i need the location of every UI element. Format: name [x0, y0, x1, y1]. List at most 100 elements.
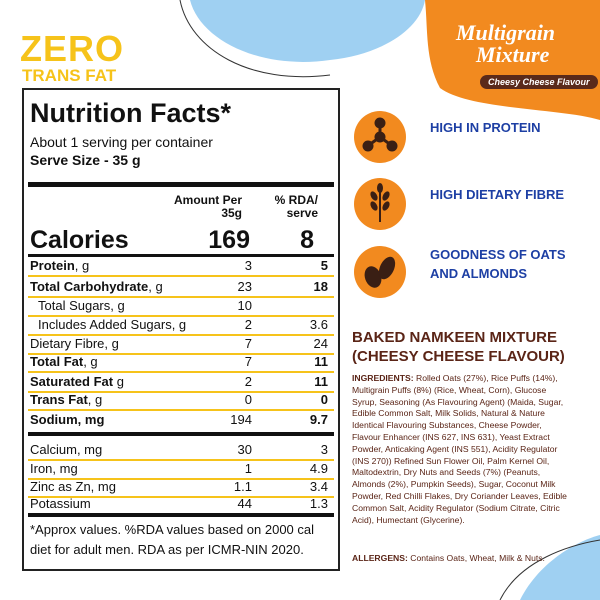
nutrient-rda: 11: [314, 374, 328, 389]
rule: [28, 296, 334, 298]
rule: [28, 459, 334, 461]
nutrient-name: Saturated Fat g: [30, 374, 124, 389]
feature: HIGH IN PROTEIN: [430, 120, 541, 135]
allergens-text: Contains Oats, Wheat, Milk & Nuts.: [410, 553, 545, 563]
rule: [28, 182, 334, 187]
nutrient-rda: 5: [320, 258, 328, 273]
nutrient-amount: 1: [244, 461, 252, 476]
brand-line: Multigrain: [456, 20, 556, 45]
nutrient-label: Zinc as Zn, mg: [30, 479, 116, 494]
nutrient-rda: 3: [320, 442, 328, 457]
rule: [28, 478, 334, 480]
rule: [28, 391, 334, 393]
brand-line: Mixture: [476, 42, 550, 67]
nutrient-rda: 11: [314, 354, 328, 369]
nutrient-name: Calories: [30, 226, 129, 255]
nutrient-rda: 3.6: [309, 317, 328, 332]
nutrient-rda: 24: [313, 336, 328, 351]
feature: GOODNESS OF OATS AND ALMONDS: [430, 247, 566, 281]
nutrient-amount: 2: [244, 317, 252, 332]
allergens-label: ALLERGENS:: [352, 553, 408, 563]
product-name: BAKED NAMKEEN MIXTURE (CHEESY CHEESE FLA…: [352, 329, 565, 365]
nutrient-rda: 8: [300, 226, 314, 254]
nutrient-amount: 194: [230, 412, 252, 427]
nutrient-label: Iron, mg: [30, 461, 78, 476]
nutrient-amount: 7: [244, 336, 252, 351]
panel-title: Nutrition Facts*: [30, 98, 232, 128]
blue-blob: [520, 535, 600, 600]
nutrient-label: Saturated Fat: [30, 374, 114, 389]
protein-icon: [362, 117, 398, 152]
nutrient-rda: 4.9: [309, 461, 328, 476]
nutrient-name: Iron, mg: [30, 461, 78, 476]
rule: [28, 315, 334, 317]
nutrient-unit: , g: [83, 354, 98, 369]
nutrient-label: Protein: [30, 258, 75, 273]
nutrient-unit: , g: [148, 279, 163, 294]
nutrient-amount: 3: [244, 258, 252, 273]
nutrient-label: Calories: [30, 226, 129, 254]
nutrient-rda: 9.7: [309, 412, 328, 427]
nutrient-unit: , g: [87, 392, 103, 407]
serve-size: Serve Size - 35 g: [30, 152, 141, 168]
rule: [28, 496, 334, 498]
brand-flavour: Cheesy Cheese Flavour: [480, 75, 598, 89]
nutrient-label: Calcium, mg: [30, 442, 103, 457]
nutrient-name: Zinc as Zn, mg: [30, 479, 116, 494]
nutrient-label: Potassium: [30, 496, 91, 511]
nutrient-label: Total Sugars, g: [38, 298, 125, 313]
nutrient-label: Trans Fat: [30, 392, 88, 407]
nutrient-name: Sodium, mg: [30, 412, 104, 427]
badge-subtitle: TRANS FAT: [22, 66, 117, 85]
nutrient-unit: g: [113, 374, 124, 389]
orange-panel: [425, 0, 600, 120]
fibre-icon: [370, 183, 390, 222]
rule: [28, 254, 334, 257]
ingredients: INGREDIENTS: Rolled Oats (27%), Rice Puf…: [352, 373, 572, 526]
nutrient-label: Total Fat: [30, 354, 84, 369]
nutrient-amount: 7: [244, 354, 252, 369]
nutrient-name: Calcium, mg: [30, 442, 102, 457]
nutrient-name: Total Sugars, g: [38, 298, 125, 313]
rule: [28, 334, 334, 336]
almond-icon: [364, 256, 396, 288]
icons: [354, 111, 406, 298]
nutrient-name: Dietary Fibre, g: [30, 336, 119, 351]
nutrient-rda: 0: [320, 392, 328, 407]
nutrient-name: Potassium: [30, 496, 91, 511]
nutrient-amount: 1.1: [233, 479, 252, 494]
nutrient-amount: 23: [237, 279, 252, 294]
nutrient-amount: 2: [244, 374, 252, 389]
rule: [28, 409, 334, 411]
nutrient-label: Includes Added Sugars, g: [38, 317, 187, 332]
rule: [28, 432, 334, 436]
nutrient-label: Sodium, mg: [30, 412, 105, 427]
feature: HIGH DIETARY FIBRE: [430, 187, 565, 202]
nutrient-amount: 44: [237, 496, 252, 511]
badge-title: ZERO: [20, 28, 125, 69]
nutrient-name: Total Fat, g: [30, 354, 98, 369]
ingredients-text: Rolled Oats (27%), Rice Puffs (14%), Mul…: [352, 373, 567, 525]
nutrient-rda: 1.3: [309, 496, 328, 511]
rule: [28, 371, 334, 373]
curve: [499, 539, 600, 600]
nutrient-amount: 0: [244, 392, 252, 407]
nutrient-label: Total Carbohydrate: [30, 279, 149, 294]
nutrient-label: Dietary Fibre, g: [30, 336, 119, 351]
nutrition-panel: Nutrition Facts* About 1 serving per con…: [22, 88, 340, 571]
header-amount: Amount Per 35g: [173, 193, 242, 220]
curve: [179, 0, 331, 78]
nutrient-name: Protein, g: [30, 258, 89, 273]
nutrient-name: Includes Added Sugars, g: [38, 317, 186, 332]
rule: [28, 353, 334, 355]
ingredients-label: INGREDIENTS:: [352, 373, 414, 383]
nutrient-unit: , g: [74, 258, 90, 273]
blue-blob: [190, 0, 425, 62]
header-rda: % RDA/ serve: [274, 193, 318, 220]
nutrient-rda: 3.4: [309, 479, 328, 494]
nutrient-name: Total Carbohydrate, g: [30, 279, 163, 294]
nutrient-amount: 169: [208, 226, 250, 254]
servings: About 1 serving per container: [30, 134, 213, 150]
